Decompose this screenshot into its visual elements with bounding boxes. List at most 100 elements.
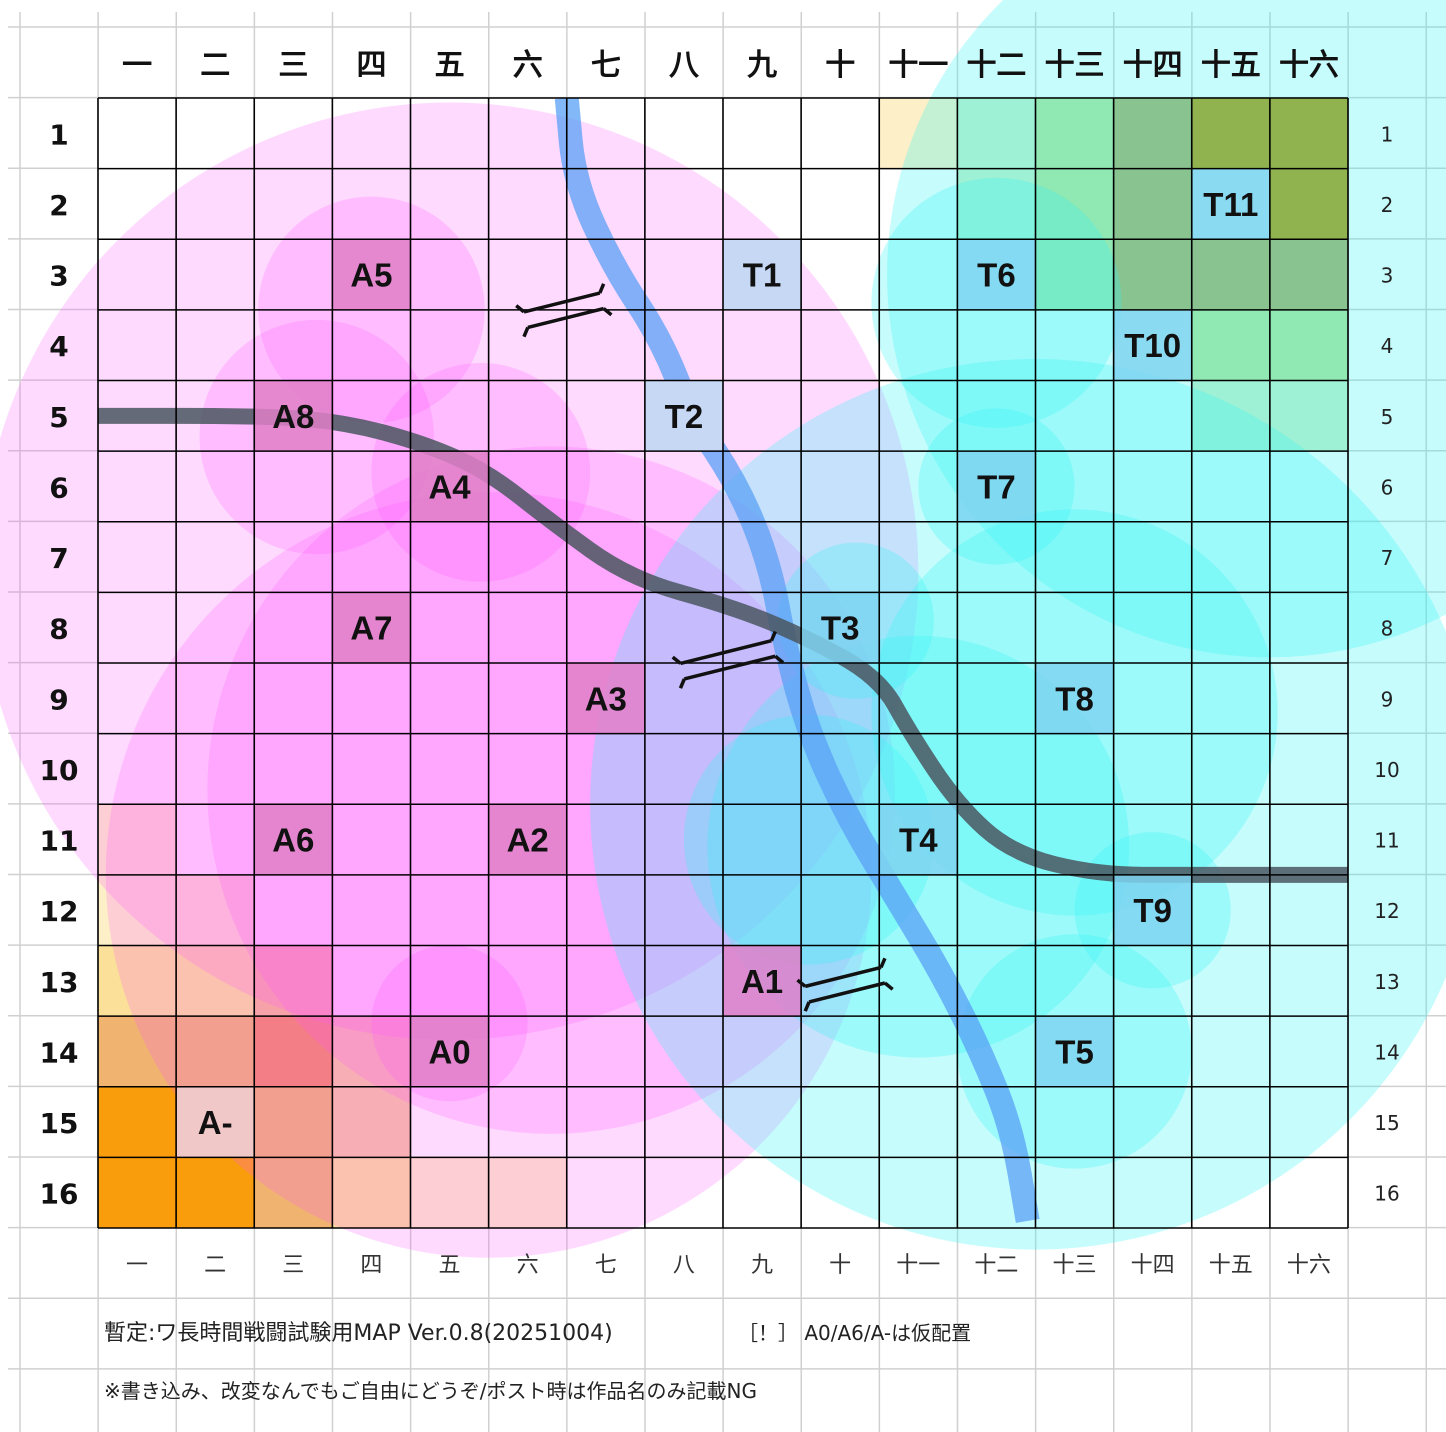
unit-cell-A3 xyxy=(566,663,645,734)
terrain-cell xyxy=(254,1157,333,1228)
column-header-bottom: 一 xyxy=(126,1253,148,1278)
main-grid xyxy=(97,97,1349,1229)
terrain-cell xyxy=(1113,168,1192,240)
column-header-bottom: 八 xyxy=(673,1253,695,1278)
terrain-cell xyxy=(1191,380,1270,452)
row-label-right: 2 xyxy=(1381,193,1394,217)
unit-cell-A0 xyxy=(410,1016,489,1087)
terrain-cell xyxy=(254,1086,333,1158)
column-header-bottom: 二 xyxy=(204,1253,226,1278)
unit-cell-T10 xyxy=(1113,309,1192,381)
unit-cell-T4 xyxy=(879,804,958,875)
terrain-cell xyxy=(98,945,177,1017)
column-header-top: 十二 xyxy=(966,48,1026,83)
row-label-right: 10 xyxy=(1374,758,1399,782)
unit-label-A1: A1 xyxy=(741,963,783,1000)
unit-label-T10: T10 xyxy=(1124,327,1181,364)
bridge-rail xyxy=(515,283,606,314)
column-headers-top: 一 二 三 四 五 六 七 八 九 十十一 十二 十三 十四 十五 十六 xyxy=(122,48,1339,83)
column-header-bottom: 十一 xyxy=(896,1253,940,1278)
unit-layer: A5 A8 A4 A7 A3 A6 A2 A1 A0 A- T1 T2 T11 T6 T10 T7 T3 T8 T4… xyxy=(176,168,1270,1158)
terrain-cell xyxy=(176,945,255,1017)
column-header-bottom: 十四 xyxy=(1131,1253,1175,1278)
map-title: 暫定:ワ長時間戦闘試験用MAP Ver.0.8(20251004) xyxy=(104,1321,613,1346)
unit-label-T1: T1 xyxy=(743,257,782,294)
column-header-top: 七 xyxy=(591,48,621,83)
row-label-left: 11 xyxy=(40,825,79,858)
row-label-left: 12 xyxy=(40,895,79,928)
unit-cell-A- xyxy=(176,1086,255,1158)
terrain-cell xyxy=(176,1016,255,1087)
unit-label-T2: T2 xyxy=(665,398,704,435)
terrain-cell xyxy=(1269,98,1348,169)
unit-cell-T3 xyxy=(801,592,880,663)
column-header-bottom: 十 xyxy=(829,1253,851,1278)
row-label-right: 14 xyxy=(1374,1040,1399,1064)
unit-label-T3: T3 xyxy=(821,610,860,647)
column-header-top: 十 xyxy=(825,48,855,83)
bridge-icon xyxy=(796,957,894,1012)
unit-label-A4: A4 xyxy=(428,468,471,505)
row-label-left: 14 xyxy=(40,1036,79,1069)
bridge-rail xyxy=(678,654,785,689)
unit-label-T5: T5 xyxy=(1055,1033,1094,1070)
unit-cell-T9 xyxy=(1113,874,1192,946)
column-header-top: 四 xyxy=(356,48,386,83)
column-header-top: 一 xyxy=(122,48,152,83)
terrain-cell xyxy=(98,1157,177,1228)
terrain-cell xyxy=(332,1157,411,1228)
unit-cell-A5 xyxy=(332,239,411,310)
terrain-cell xyxy=(176,1157,255,1228)
unit-label-A2: A2 xyxy=(507,822,549,859)
row-label-right: 16 xyxy=(1374,1182,1399,1206)
bridge-rail xyxy=(803,981,894,1012)
terrain-cell xyxy=(1269,239,1348,310)
unit-cell-A8 xyxy=(254,380,333,452)
row-label-left: 6 xyxy=(49,471,68,504)
column-header-top: 十三 xyxy=(1045,48,1105,83)
row-label-right: 5 xyxy=(1381,405,1394,429)
terrain-cell xyxy=(176,874,255,946)
a-force-zone xyxy=(0,102,919,1040)
unit-label-T4: T4 xyxy=(899,822,938,859)
column-header-bottom: 四 xyxy=(360,1253,382,1278)
column-header-bottom: 三 xyxy=(282,1253,304,1278)
road-path xyxy=(98,407,1348,883)
unit-cell-A6 xyxy=(254,804,333,875)
unit-cell-A4 xyxy=(410,451,489,522)
t-force-zone xyxy=(683,714,934,965)
unit-cell-T7 xyxy=(957,451,1036,522)
unit-label-T6: T6 xyxy=(977,257,1016,294)
terrain-cell xyxy=(1191,309,1270,381)
terrain-cell xyxy=(98,1016,177,1087)
unit-label-A-: A- xyxy=(198,1104,233,1141)
column-header-bottom: 五 xyxy=(439,1253,461,1278)
terrain-cell xyxy=(1035,98,1114,169)
unit-cell-T8 xyxy=(1035,663,1114,734)
usage-footer: ※書き込み、改変なんでもご自由にどうぞ/ポスト時は作品名のみ記載NG xyxy=(104,1379,757,1403)
column-header-top: 五 xyxy=(435,48,465,83)
row-label-left: 4 xyxy=(49,330,68,363)
bridge-rail xyxy=(796,957,887,989)
terrain-cell xyxy=(1269,309,1348,381)
row-label-left: 15 xyxy=(40,1107,79,1140)
column-header-bottom: 六 xyxy=(517,1253,539,1278)
column-header-top: 十六 xyxy=(1279,48,1339,83)
terrain-cell xyxy=(332,1086,411,1158)
row-label-right: 7 xyxy=(1381,546,1394,570)
row-label-right: 1 xyxy=(1381,122,1394,146)
row-label-right: 11 xyxy=(1374,829,1399,853)
column-header-top: 十五 xyxy=(1201,48,1261,83)
unit-label-T9: T9 xyxy=(1133,892,1172,929)
row-label-left: 16 xyxy=(40,1178,79,1211)
terrain-cell xyxy=(1191,239,1270,310)
bridge-layer xyxy=(515,283,894,1012)
row-label-left: 3 xyxy=(49,260,68,293)
unit-label-A8: A8 xyxy=(272,398,314,435)
bridge-icon xyxy=(515,283,613,338)
unit-cell-A7 xyxy=(332,592,411,663)
unit-cell-T1 xyxy=(723,239,802,310)
row-label-right: 12 xyxy=(1374,899,1399,923)
